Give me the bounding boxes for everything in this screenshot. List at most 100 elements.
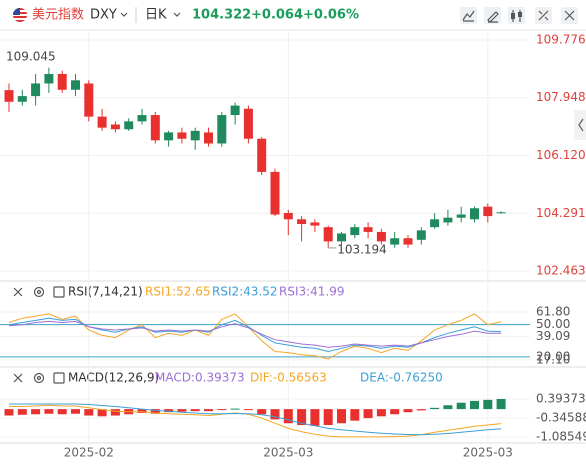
candle-body: [31, 83, 41, 97]
candle-body: [310, 222, 320, 226]
fullscreen-icon: [538, 10, 549, 21]
settings-icon-core: [36, 289, 42, 295]
side-toggle[interactable]: [574, 110, 586, 140]
candle-body: [323, 227, 333, 242]
y-tick-label: 20.00: [536, 349, 570, 363]
legend-entry: RSI1:52.65: [145, 285, 211, 299]
settings-indicator[interactable]: [33, 372, 45, 384]
y-tick-label: -1.08549: [536, 430, 586, 444]
macd-bar: [390, 409, 400, 415]
price: 104.322: [192, 8, 251, 23]
candle-body: [190, 130, 200, 141]
macd-bar: [97, 409, 107, 417]
kline-type-button[interactable]: [508, 7, 525, 24]
indicator-line: [8, 313, 502, 360]
candle-body: [71, 80, 80, 90]
macd-bar: [164, 409, 174, 413]
candle-body: [150, 115, 160, 141]
candle-body: [297, 219, 307, 225]
macd-bar: [337, 409, 346, 424]
macd-bar: [297, 409, 307, 426]
collapse-indicator[interactable]: [53, 372, 65, 384]
candle-body: [483, 206, 493, 217]
y-tick-label: 109.776: [536, 33, 586, 47]
collapse-indicator[interactable]: [53, 286, 65, 298]
candle-body: [230, 105, 240, 116]
change-percent: +0.06%: [303, 8, 359, 23]
legend-entry: RSI3:41.99: [279, 285, 345, 299]
candle-body: [243, 108, 253, 139]
candle-body: [4, 90, 14, 102]
close-icon: [564, 10, 575, 21]
candle-body: [124, 121, 134, 130]
candle-body: [283, 212, 293, 220]
x-tick-label: 2025-03: [263, 446, 313, 460]
macd-bar: [44, 409, 54, 414]
indicator-line: [9, 403, 502, 436]
macd-bar: [443, 405, 453, 410]
candle-body: [44, 73, 54, 84]
candle-body: [97, 116, 107, 128]
candle-body: [470, 208, 479, 220]
macd-bar: [190, 409, 200, 412]
y-tick-label: 39.09: [536, 329, 570, 343]
indicator-line: [9, 404, 502, 438]
macd-bar: [71, 409, 80, 414]
close-indicator[interactable]: [13, 373, 23, 383]
candle-body: [390, 238, 400, 245]
candle-body: [17, 96, 27, 102]
candle-body: [456, 214, 466, 218]
instrument-name[interactable]: 美元指数: [32, 8, 84, 23]
close-indicator[interactable]: [13, 287, 23, 297]
flag-icon: [13, 8, 27, 22]
y-tick-label: 104.291: [536, 206, 586, 220]
candle-body: [110, 124, 120, 130]
period[interactable]: 日K: [145, 8, 167, 23]
header: 美元指数 DXY 日K 104.322 +0.064 +0.06%: [13, 7, 578, 24]
y-tick-label: 50.00: [536, 317, 570, 331]
draw-icon: [487, 11, 499, 23]
macd-bar: [403, 409, 413, 413]
candle-body: [270, 171, 280, 215]
candle-body: [57, 73, 67, 90]
candle-body: [204, 132, 213, 144]
macd-bar: [270, 409, 280, 420]
candle-body: [177, 132, 187, 139]
macd-bar: [204, 409, 213, 412]
settings-indicator[interactable]: [33, 286, 45, 298]
legend-entry: DIF:-0.56563: [250, 371, 327, 385]
legend-entry: DEA:-0.76250: [360, 371, 443, 385]
indicator-line: [8, 320, 502, 348]
kline-icon-body: [511, 13, 515, 19]
macd-bar: [4, 409, 14, 416]
macd-bar: [230, 408, 240, 410]
candle-body: [416, 230, 426, 240]
y-tick-label: 61.80: [536, 305, 570, 319]
indicator-line: [8, 317, 502, 353]
candle-body: [164, 132, 174, 141]
candle-body: [430, 219, 440, 228]
dropdown-arrow[interactable]: [173, 12, 181, 17]
indicator-icon: [462, 10, 475, 22]
macd-bar: [57, 409, 67, 415]
settings-icon-core: [36, 375, 42, 381]
candle-body: [403, 238, 413, 245]
macd-bar: [110, 409, 120, 416]
y-tick-label: 106.120: [536, 148, 586, 162]
x-tick-label: 2025-03: [463, 446, 513, 460]
candle-body: [350, 227, 360, 236]
macd-bar: [483, 399, 493, 410]
candle-body: [337, 233, 346, 242]
symbol[interactable]: DXY: [90, 8, 117, 23]
macd-bar: [363, 409, 373, 419]
macd-title: MACD(12,26,9): [68, 371, 159, 385]
candle-body: [217, 115, 227, 144]
y-tick-label: 102.463: [536, 264, 586, 278]
macd-bar: [283, 409, 293, 424]
macd-bar: [17, 409, 27, 415]
y-tick-label: -0.34588: [536, 411, 586, 425]
dropdown-arrow[interactable]: [120, 12, 128, 17]
macd-bar: [416, 409, 426, 411]
